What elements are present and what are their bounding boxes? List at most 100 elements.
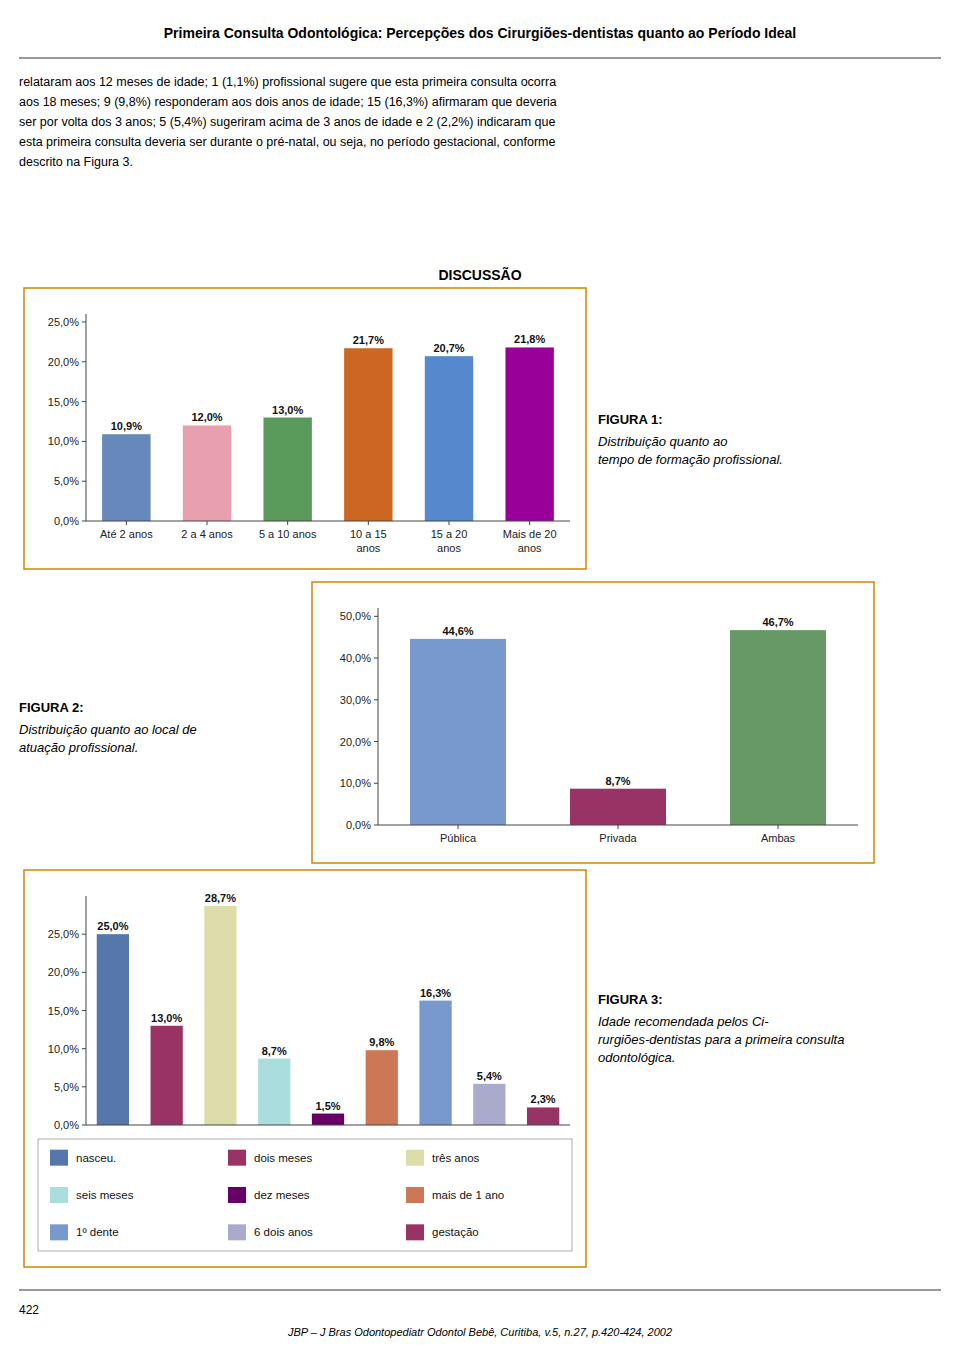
y-tick — [82, 321, 86, 322]
x-tick-label: Pública — [440, 832, 477, 844]
y-tick — [82, 481, 86, 482]
bar — [505, 347, 553, 521]
section-label: DISCUSSÃO — [438, 266, 521, 283]
x-tick-label: 2 a 4 anos — [181, 528, 233, 540]
bar — [263, 418, 311, 522]
bars — [102, 347, 554, 521]
x-tick — [449, 521, 450, 525]
x-tick-label-line: anos — [437, 542, 461, 554]
legend-label: dez meses — [254, 1189, 310, 1201]
body-text-line: ser por volta dos 3 anos; 5 (5,4%) suger… — [19, 115, 555, 129]
y-axis — [86, 896, 87, 1125]
x-tick — [458, 825, 459, 829]
data-label: 5,4% — [477, 1070, 502, 1082]
y-tick — [374, 741, 378, 742]
y-tick-label: 5,0% — [54, 475, 79, 487]
y-tick-label: 20,0% — [48, 356, 79, 368]
x-tick — [529, 521, 530, 525]
x-tick — [207, 521, 208, 525]
y-tick-label: 50,0% — [340, 610, 371, 622]
legend-swatch — [50, 1224, 68, 1240]
y-tick-label: 0,0% — [346, 819, 371, 831]
body-text-line: aos 18 meses; 9 (9,8%) responderam aos d… — [19, 95, 557, 109]
figure-caption-text-line: rurgiões-dentistas para a primeira consu… — [598, 1032, 844, 1047]
x-tick-label: 5 a 10 anos — [259, 528, 317, 540]
footer-rule — [19, 1290, 941, 1291]
legend-label: gestação — [432, 1226, 479, 1238]
x-tick-label-line: Mais de 20 — [503, 528, 557, 540]
x-tick-label-line: Ambas — [761, 832, 796, 844]
x-tick-label-line: 10 a 15 — [350, 528, 387, 540]
bar — [570, 789, 666, 825]
legend-label: nasceu. — [76, 1152, 116, 1164]
x-tick-label: Privada — [599, 832, 637, 844]
data-label: 8,7% — [605, 775, 630, 787]
body-text: relataram aos 12 meses de idade; 1 (1,1%… — [19, 75, 557, 169]
y-axis — [86, 314, 87, 521]
y-tick — [82, 361, 86, 362]
y-tick-label: 5,0% — [54, 1081, 79, 1093]
data-label: 28,7% — [205, 892, 236, 904]
y-tick — [82, 1010, 86, 1011]
figure-caption-title: FIGURA 3: — [598, 992, 663, 1007]
legend-label: 6 dois anos — [254, 1226, 313, 1238]
data-label: 2,3% — [531, 1093, 556, 1105]
x-tick-label: Ambas — [761, 832, 796, 844]
y-axis — [378, 608, 379, 825]
x-tick-label: 10 a 15 anos — [350, 528, 387, 554]
y-tick — [82, 1125, 86, 1126]
legend-swatch — [228, 1187, 246, 1203]
y-tick-label: 15,0% — [48, 1005, 79, 1017]
y-tick-label: 10,0% — [48, 1043, 79, 1055]
x-tick-label-line: 5 a 10 anos — [259, 528, 317, 540]
y-tick-label: 40,0% — [340, 652, 371, 664]
legend-label: dois meses — [254, 1152, 312, 1164]
data-label: 20,7% — [433, 342, 464, 354]
y-tick — [374, 616, 378, 617]
y-tick — [82, 1086, 86, 1087]
y-tick-label: 25,0% — [48, 316, 79, 328]
data-label: 13,0% — [151, 1012, 182, 1024]
y-tick-label: 0,0% — [54, 515, 79, 527]
x-axis — [86, 521, 570, 522]
journal-footer: JBP – J Bras Odontopediatr Odontol Bebê,… — [287, 1326, 672, 1338]
bar — [258, 1059, 290, 1125]
bar — [102, 434, 150, 521]
legend-swatch — [50, 1187, 68, 1203]
data-label: 44,6% — [442, 625, 473, 637]
data-label: 21,7% — [353, 334, 384, 346]
x-tick-label-line: anos — [356, 542, 380, 554]
y-tick — [82, 401, 86, 402]
data-label: 13,0% — [272, 404, 303, 416]
y-tick-label: 25,0% — [48, 928, 79, 940]
legend-swatch — [228, 1224, 246, 1240]
figure-caption-text: Distribuição quanto ao local deatuação p… — [19, 722, 197, 755]
figure-caption-text: Idade recomendada pelos Ci-rurgiões-dent… — [598, 1014, 844, 1065]
figure-2: 0,0%10,0%20,0%30,0%40,0%50,0%44,6%8,7%46… — [312, 582, 874, 863]
figure-caption-text-line: Idade recomendada pelos Ci- — [598, 1014, 769, 1029]
bar — [151, 1026, 183, 1125]
legend-swatch — [228, 1150, 246, 1166]
legend-label: seis meses — [76, 1189, 134, 1201]
figure-caption-title: FIGURA 1: — [598, 412, 663, 427]
page-title: Primeira Consulta Odontológica: Percepçõ… — [164, 25, 796, 41]
x-tick-label: Até 2 anos — [100, 528, 153, 540]
y-tick — [82, 934, 86, 935]
body-text-line: descrito na Figura 3. — [19, 155, 133, 169]
x-tick-label-line: Até 2 anos — [100, 528, 153, 540]
figure-caption-text-line: atuação profissional. — [19, 740, 138, 755]
legend-label: três anos — [432, 1152, 480, 1164]
y-tick — [82, 972, 86, 973]
bar — [527, 1107, 559, 1125]
bar — [366, 1050, 398, 1125]
x-tick — [126, 521, 127, 525]
y-tick-label: 20,0% — [48, 966, 79, 978]
body-text-line: esta primeira consulta deveria ser duran… — [19, 135, 555, 149]
x-tick — [778, 825, 779, 829]
legend: nasceu. dois meses três anos seis meses dez … — [38, 1139, 572, 1251]
y-tick-label: 15,0% — [48, 396, 79, 408]
bar — [730, 630, 826, 825]
data-label: 16,3% — [420, 987, 451, 999]
y-tick — [374, 658, 378, 659]
bar — [425, 356, 473, 521]
